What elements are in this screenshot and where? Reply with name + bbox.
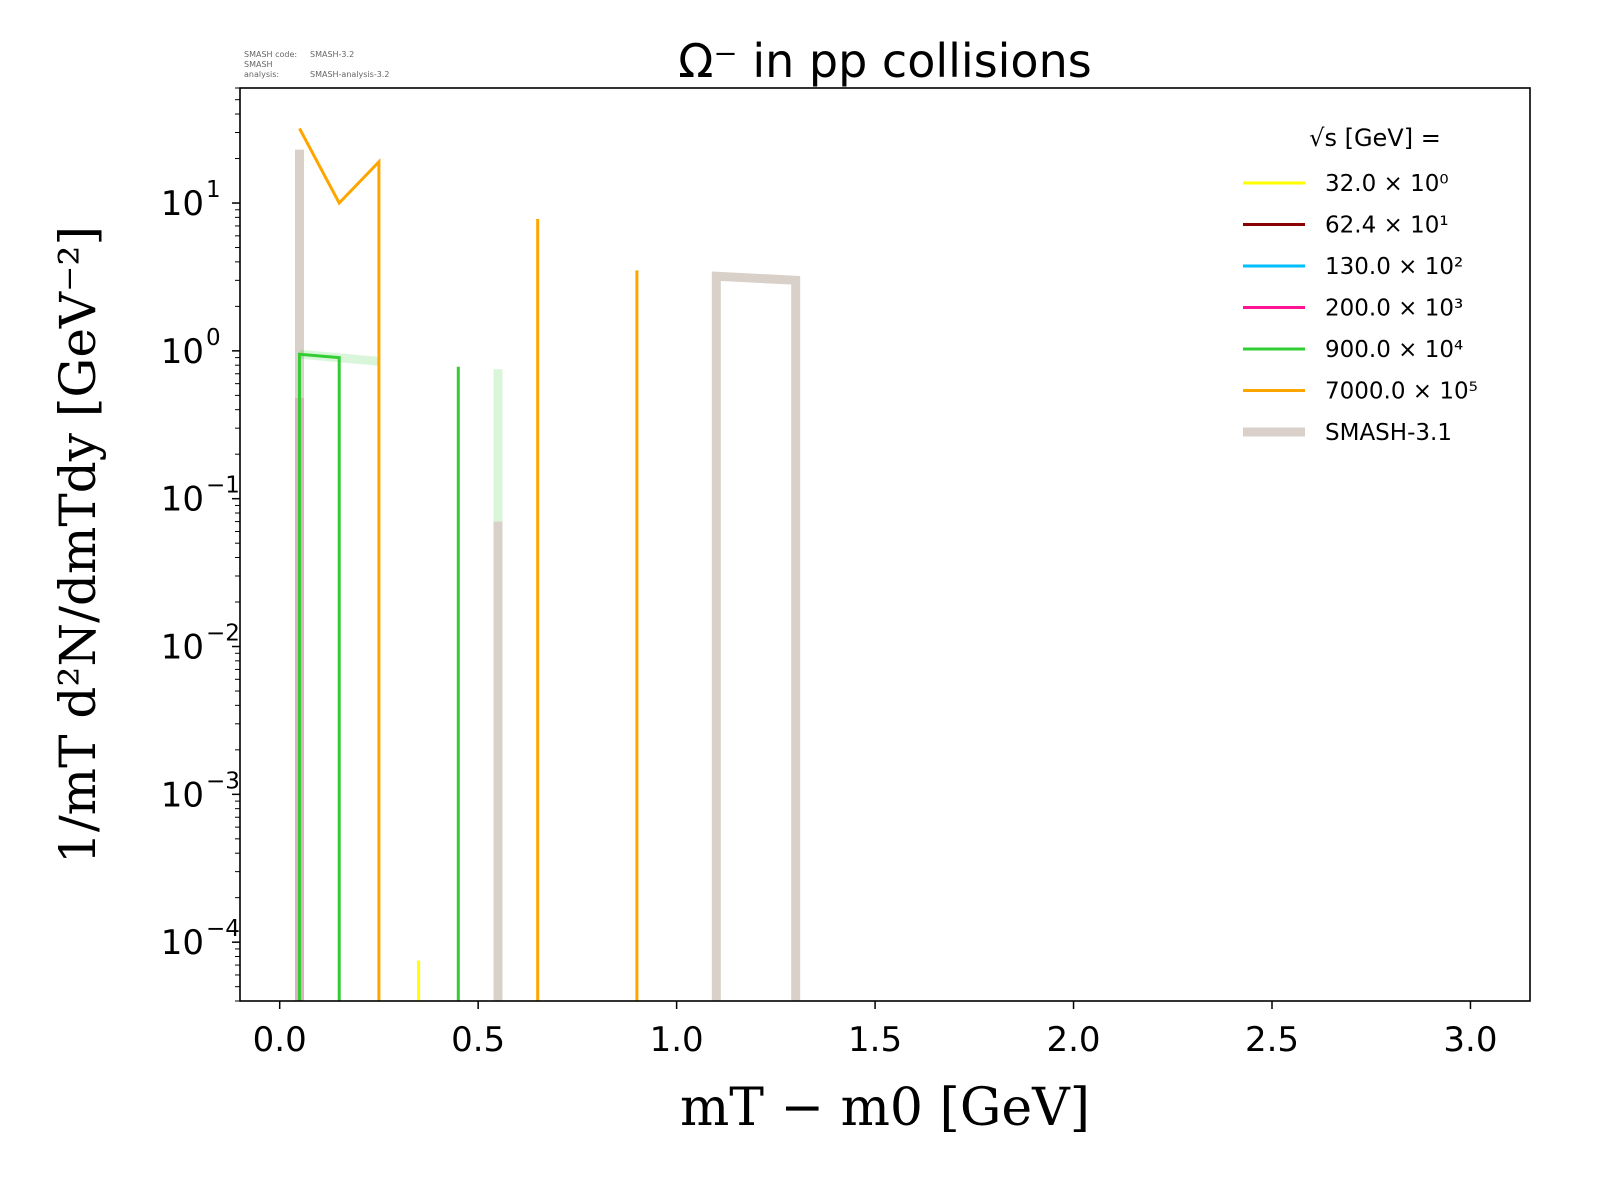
legend-label: 200.0 × 10³ <box>1325 296 1463 322</box>
chart-title: Ω⁻ in pp collisions <box>678 34 1091 88</box>
x-tick-label: 2.0 <box>1046 1020 1100 1060</box>
y-tick-label: 10 <box>161 184 204 224</box>
x-tick-label: 0.5 <box>451 1020 505 1060</box>
legend-label: SMASH-3.1 <box>1325 420 1452 446</box>
y-axis-label: 1/mT d²N/dmTdy [GeV⁻²] <box>49 226 107 864</box>
smash-code-label: SMASH code: <box>244 50 298 59</box>
smash-version-info: SMASH code: SMASH-3.2 SMASH analysis: SMAS… <box>244 50 389 80</box>
y-tick-exponent: 1 <box>206 177 221 203</box>
legend-label: 130.0 × 10² <box>1325 254 1463 280</box>
y-tick-exponent: −3 <box>206 768 240 794</box>
x-axis: 0.0 0.5 1.0 1.5 2.0 2.5 3.0 <box>253 1001 1498 1060</box>
y-tick-exponent: −1 <box>206 473 240 499</box>
x-tick-label: 2.5 <box>1245 1020 1299 1060</box>
legend-label: 7000.0 × 10⁵ <box>1325 379 1478 405</box>
series-line-4 <box>298 352 460 1001</box>
x-axis-label: mT − m0 [GeV] <box>680 1078 1090 1138</box>
y-tick-label: 10 <box>161 628 204 668</box>
series-layer <box>295 127 801 1001</box>
y-tick-label: 10 <box>161 332 204 372</box>
legend-title: √s [GeV] = <box>1309 124 1441 152</box>
plot-frame <box>239 87 1531 1002</box>
legend-label: 62.4 × 10¹ <box>1325 213 1449 239</box>
legend-label: 32.0 × 10⁰ <box>1325 171 1449 197</box>
y-tick-label: 10 <box>161 775 204 815</box>
series-line-5 <box>298 127 639 1001</box>
x-tick-label: 3.0 <box>1443 1020 1497 1060</box>
x-tick-label: 1.5 <box>848 1020 902 1060</box>
legend: √s [GeV] = 32.0 × 10⁰ 62.4 × 10¹ 130.0 × 1… <box>1243 124 1478 446</box>
y-tick-label: 10 <box>161 923 204 963</box>
y-tick-exponent: −2 <box>206 621 240 647</box>
y-tick-exponent: −4 <box>206 916 240 942</box>
smash-analysis-label: SMASH analysis: <box>244 60 280 79</box>
x-tick-label: 0.0 <box>253 1020 307 1060</box>
smash-code-value: SMASH-3.2 <box>310 50 355 59</box>
legend-label: 900.0 × 10⁴ <box>1325 337 1463 363</box>
y-tick-label: 10 <box>161 480 204 520</box>
y-tick-exponent: 0 <box>206 325 221 351</box>
x-tick-label: 1.0 <box>650 1020 704 1060</box>
smash-analysis-value: SMASH-analysis-3.2 <box>310 70 390 79</box>
